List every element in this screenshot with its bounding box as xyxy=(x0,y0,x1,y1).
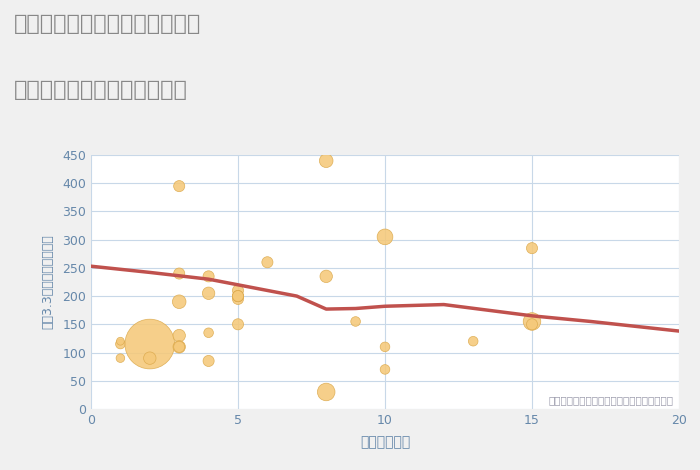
Point xyxy=(321,273,332,280)
X-axis label: 駅距離（分）: 駅距離（分） xyxy=(360,435,410,449)
Point xyxy=(174,298,185,306)
Point xyxy=(232,292,244,300)
Point xyxy=(232,295,244,303)
Y-axis label: 坪（3.3㎡）単価（万円）: 坪（3.3㎡）単価（万円） xyxy=(41,235,54,329)
Text: 神奈川県横浜市中区日本大通の: 神奈川県横浜市中区日本大通の xyxy=(14,14,202,34)
Point xyxy=(115,354,126,362)
Point xyxy=(379,366,391,373)
Point xyxy=(526,318,538,325)
Point xyxy=(468,337,479,345)
Text: 円の大きさは、取引のあった物件面積を示す: 円の大きさは、取引のあった物件面積を示す xyxy=(548,396,673,406)
Point xyxy=(203,273,214,280)
Point xyxy=(174,332,185,339)
Point xyxy=(379,343,391,351)
Point xyxy=(526,321,538,328)
Point xyxy=(144,340,155,348)
Point xyxy=(144,354,155,362)
Point xyxy=(232,287,244,294)
Point xyxy=(115,337,126,345)
Point xyxy=(232,292,244,300)
Point xyxy=(321,157,332,164)
Point xyxy=(115,340,126,348)
Point xyxy=(174,343,185,351)
Point xyxy=(203,357,214,365)
Point xyxy=(174,343,185,351)
Point xyxy=(262,258,273,266)
Text: 駅距離別中古マンション価格: 駅距離別中古マンション価格 xyxy=(14,80,188,100)
Point xyxy=(379,233,391,241)
Point xyxy=(526,244,538,252)
Point xyxy=(350,318,361,325)
Point xyxy=(203,329,214,337)
Point xyxy=(232,292,244,300)
Point xyxy=(321,388,332,396)
Point xyxy=(174,270,185,277)
Point xyxy=(203,290,214,297)
Point xyxy=(174,182,185,190)
Point xyxy=(232,321,244,328)
